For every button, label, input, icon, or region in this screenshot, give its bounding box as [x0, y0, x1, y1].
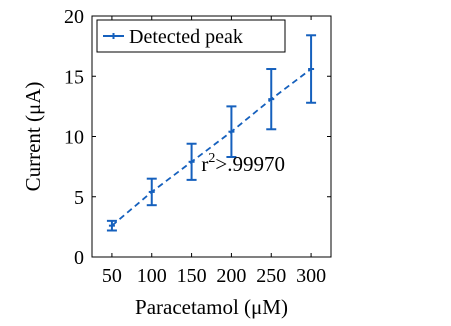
- data-point-detected-peak: [186, 142, 197, 181]
- y-tick-label: 5: [74, 187, 84, 209]
- plot-series: [106, 34, 317, 232]
- y-tick-label: 0: [74, 247, 84, 269]
- series-line-detected-peak: [111, 68, 312, 227]
- legend-box: [96, 19, 286, 53]
- y-tick-label: 10: [64, 127, 84, 149]
- data-point-detected-peak: [306, 34, 317, 104]
- x-tick-label: 150: [177, 265, 207, 287]
- x-tick-label: 250: [256, 265, 286, 287]
- x-axis-label: Paracetamol (μM): [135, 295, 288, 319]
- y-tick-label: 20: [64, 6, 84, 28]
- legend-marker-detected-peak: [103, 33, 124, 39]
- legend-label-detected-peak: Detected peak: [129, 26, 243, 48]
- data-point-detected-peak: [226, 105, 237, 158]
- axis-ticks: 50 100 150 200 250 300 0 5 10 15 20: [64, 6, 331, 287]
- x-tick-label: 100: [137, 265, 167, 287]
- plot-frame: [91, 15, 332, 258]
- x-tick-label: 300: [296, 265, 326, 287]
- x-tick-label: 50: [102, 265, 122, 287]
- annotation-value: >.99970: [215, 152, 285, 176]
- data-point-detected-peak: [266, 68, 277, 131]
- y-axis-label: Current (μA): [21, 82, 45, 192]
- r-squared-annotation: r2>.99970: [201, 151, 285, 176]
- annotation-superscript: 2: [208, 151, 215, 166]
- y-tick-label: 15: [64, 66, 84, 88]
- data-point-detected-peak: [106, 219, 117, 232]
- data-point-detected-peak: [146, 177, 157, 207]
- legend: Detected peak: [96, 19, 286, 53]
- x-tick-label: 200: [216, 265, 246, 287]
- annotation-r: r: [201, 152, 208, 176]
